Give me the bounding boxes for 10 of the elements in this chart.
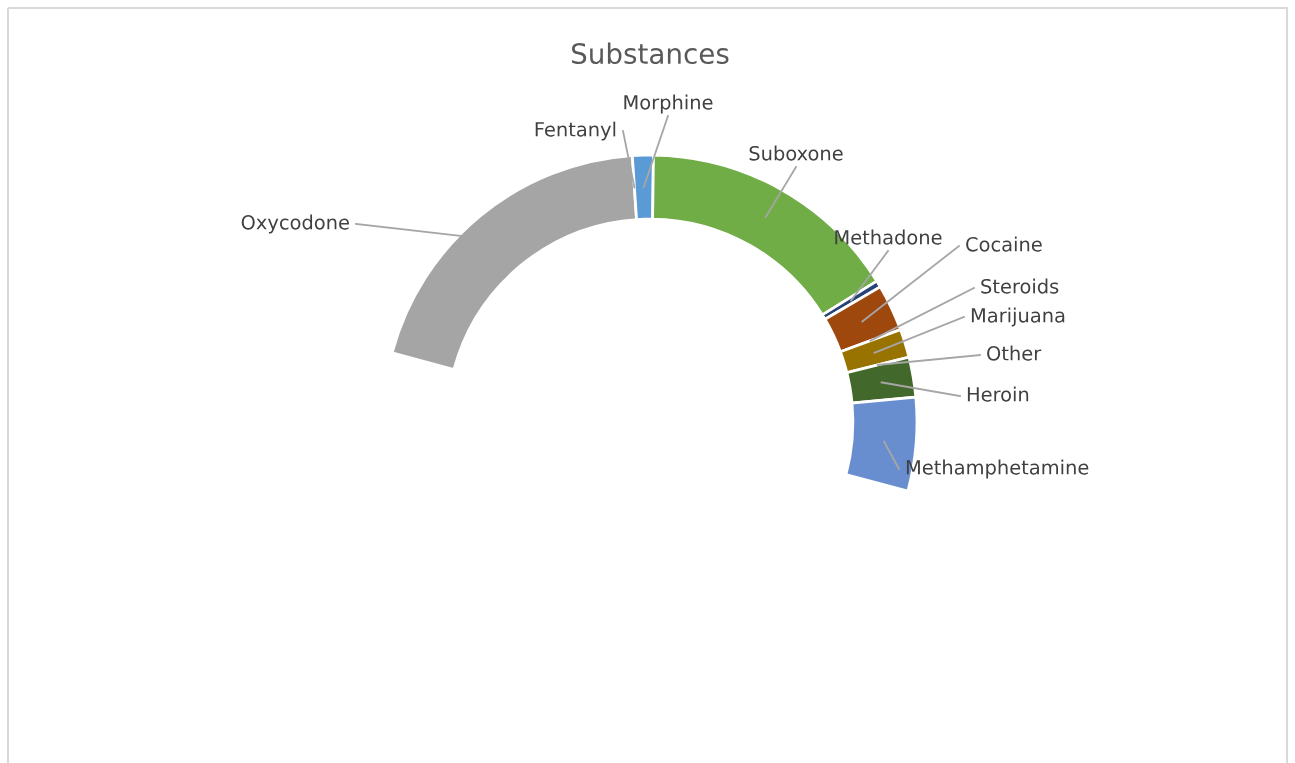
category-label: Steroids <box>981 278 1059 294</box>
slice-label: Suboxone <box>749 145 843 161</box>
slice-label: Oxycodone <box>241 214 349 234</box>
slice-label: Morphine <box>624 94 713 114</box>
slice-label: Heroin <box>967 386 1029 402</box>
slice-label: Cocaine <box>966 236 1042 252</box>
category-label: Other <box>987 345 1042 361</box>
chart-title: Substances <box>571 42 729 65</box>
category-label: Fentanyl <box>535 121 616 141</box>
slice-label: Marijuana <box>971 307 1065 327</box>
